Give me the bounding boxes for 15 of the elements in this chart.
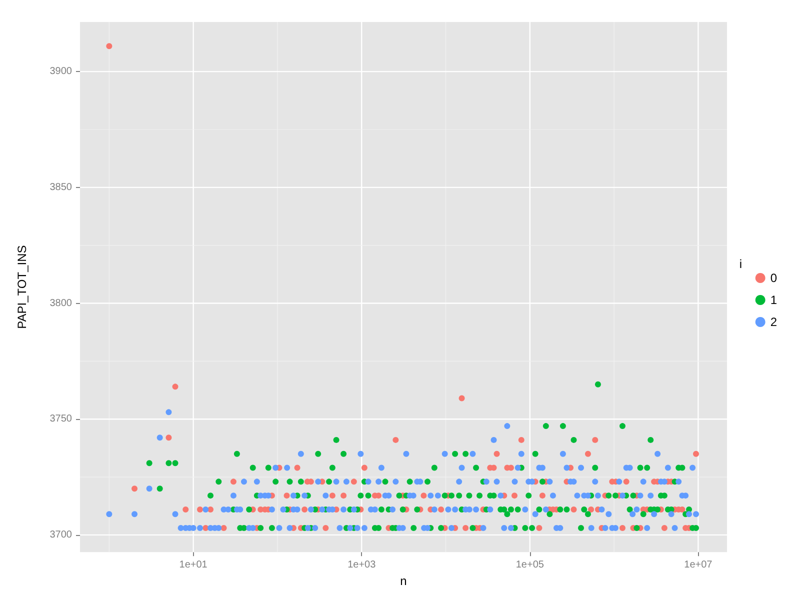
x-axis-title: n <box>400 574 407 588</box>
x-tick-label: 1e+05 <box>516 560 544 571</box>
y-tick-label: 3750 <box>50 414 72 425</box>
legend-label: 1 <box>770 293 778 307</box>
y-tick-label: 3850 <box>50 182 72 193</box>
legend-label: 2 <box>770 315 778 329</box>
y-axis-title: PAPI_TOT_INS <box>15 245 29 329</box>
y-tick-label: 3700 <box>50 529 72 540</box>
legend-label: 0 <box>770 271 778 285</box>
x-tick-label: 1e+07 <box>684 560 713 571</box>
y-tick-label: 3800 <box>50 298 72 309</box>
y-tick-label: 3900 <box>50 66 72 78</box>
x-tick-label: 1e+03 <box>348 560 376 571</box>
legend-title: i <box>739 257 742 271</box>
x-tick-label: 1e+01 <box>179 560 208 571</box>
